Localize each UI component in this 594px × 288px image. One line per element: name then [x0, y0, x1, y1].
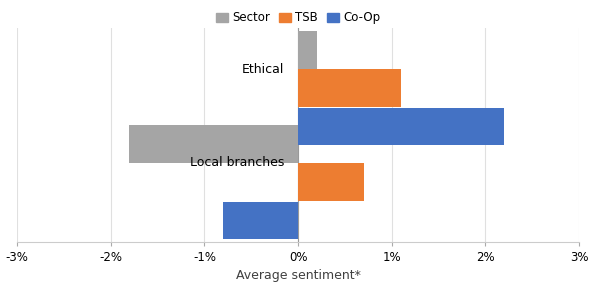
Bar	[298, 31, 317, 69]
Bar	[223, 202, 298, 239]
Bar	[298, 69, 401, 107]
Text: Local branches: Local branches	[189, 156, 284, 169]
Legend: Sector, TSB, Co-Op: Sector, TSB, Co-Op	[211, 7, 385, 29]
X-axis label: Average sentiment*: Average sentiment*	[236, 270, 361, 283]
Text: Ethical: Ethical	[242, 62, 284, 75]
Bar	[298, 108, 504, 145]
Bar	[129, 125, 298, 162]
Bar	[298, 163, 364, 201]
